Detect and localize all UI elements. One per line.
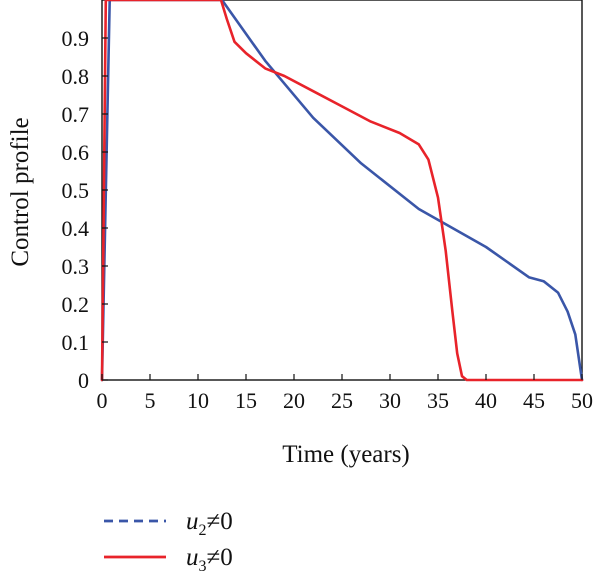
legend-label-2: u3≠0 xyxy=(186,544,233,575)
y-axis: 0 0.1 0.2 0.3 0.4 0.5 0.6 0.7 0.8 0.9 xyxy=(62,26,108,393)
legend: u2≠0 u3≠0 xyxy=(104,508,233,575)
y-tick-label: 0.8 xyxy=(62,64,90,89)
y-tick-label: 0.7 xyxy=(62,102,90,127)
y-tick-label: 0.1 xyxy=(62,330,90,355)
x-tick-label: 50 xyxy=(571,388,593,413)
y-tick-label: 0.6 xyxy=(62,140,90,165)
y-tick-label: 0.9 xyxy=(62,26,90,51)
series-layer xyxy=(100,0,584,382)
x-tick-label: 30 xyxy=(379,388,401,413)
plot-area xyxy=(101,0,583,381)
x-tick-label: 20 xyxy=(283,388,305,413)
y-tick-label: 0 xyxy=(78,368,89,393)
legend-label-1: u2≠0 xyxy=(186,508,233,539)
x-tick-label: 10 xyxy=(187,388,209,413)
y-axis-title: Control profile xyxy=(7,117,34,266)
series-line-2 xyxy=(100,0,584,382)
y-tick-label: 0.4 xyxy=(62,216,90,241)
x-tick-label: 0 xyxy=(97,388,108,413)
x-tick-label: 40 xyxy=(475,388,497,413)
y-tick-label: 0.2 xyxy=(62,292,90,317)
x-axis: 0 5 10 15 20 25 30 35 40 45 50 xyxy=(97,374,593,413)
x-tick-label: 25 xyxy=(331,388,353,413)
y-tick-label: 0.3 xyxy=(62,254,90,279)
x-tick-label: 5 xyxy=(145,388,156,413)
y-tick-label: 0.5 xyxy=(62,178,90,203)
x-tick-label: 35 xyxy=(427,388,449,413)
series-line-1 xyxy=(100,0,584,382)
plot-frame xyxy=(101,0,583,381)
x-axis-title: Time (years) xyxy=(282,441,410,468)
x-tick-label: 45 xyxy=(523,388,545,413)
x-tick-label: 15 xyxy=(235,388,257,413)
